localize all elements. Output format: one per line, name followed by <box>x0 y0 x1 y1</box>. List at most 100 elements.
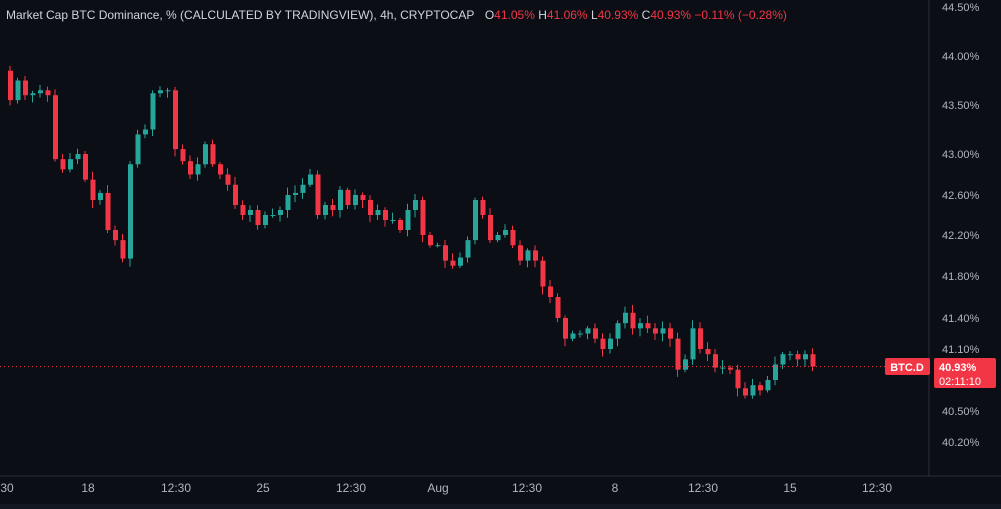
candle-body <box>263 215 268 225</box>
time-axis-label: 15 <box>783 481 797 495</box>
time-axis-label: 12:30 <box>862 481 892 495</box>
price-axis-label: 43.00% <box>942 149 980 161</box>
candle-body <box>90 179 96 200</box>
candle-body <box>525 250 531 261</box>
candle-body <box>743 388 748 396</box>
candle-body <box>683 359 688 370</box>
price-axis-label: 40.20% <box>942 437 980 449</box>
candle-body <box>570 333 576 339</box>
candle-body <box>713 354 718 368</box>
candle-body <box>480 200 486 215</box>
price-axis-label: 44.00% <box>942 51 980 63</box>
legend-open-label: O <box>484 8 495 22</box>
candle-body <box>578 333 583 335</box>
candle-body <box>495 235 501 241</box>
candle-body <box>345 189 351 205</box>
price-axis[interactable]: 44.50% 44.00% 43.50% 43.00% 42.60% 42.20% 41.8… <box>942 2 980 449</box>
candle-body <box>405 210 411 230</box>
candle-body <box>458 257 463 266</box>
price-tag-countdown: 02:11:10 <box>939 376 981 388</box>
price-tag-value: 40.93% <box>939 362 977 374</box>
candles <box>8 65 816 399</box>
candle-body <box>773 364 778 380</box>
time-axis-label: 12:30 <box>336 481 366 495</box>
candle-body <box>210 144 216 165</box>
candle-body <box>765 380 771 391</box>
candle-body <box>390 220 396 221</box>
price-axis-label: 41.10% <box>942 344 980 356</box>
candle-body <box>68 159 73 170</box>
time-axis-label: 12:30 <box>512 481 542 495</box>
price-axis-label: 44.50% <box>942 2 980 14</box>
candle-body <box>278 210 283 215</box>
candle-body <box>548 286 553 297</box>
candle-body <box>563 318 568 339</box>
legend-open-value: 41.05% <box>494 8 535 22</box>
candle-body <box>623 312 628 324</box>
candle-body <box>450 260 456 266</box>
candle-body <box>608 338 613 349</box>
candle-body <box>150 93 156 130</box>
candle-body <box>668 328 673 339</box>
candle-body <box>75 154 81 160</box>
candle-body <box>240 205 246 215</box>
candle-body <box>293 192 298 195</box>
candle-body <box>638 323 643 329</box>
candle-body <box>488 215 493 241</box>
time-axis-label: 25 <box>256 481 270 495</box>
candle-body <box>173 90 178 150</box>
candle-body <box>135 134 141 165</box>
candle-body <box>360 195 366 200</box>
candle-body <box>780 354 786 365</box>
time-axis-label: 30 <box>0 481 14 495</box>
candle-body <box>188 161 193 175</box>
candle-body <box>465 240 471 258</box>
candle-body <box>375 210 381 215</box>
price-axis-label: 41.80% <box>942 271 980 283</box>
candle-body <box>128 164 133 259</box>
candle-body <box>803 354 808 360</box>
price-axis-label: 42.20% <box>942 230 980 242</box>
candle-body <box>285 195 291 210</box>
price-axis-label: 43.50% <box>942 100 980 112</box>
candle-body <box>83 154 88 180</box>
candle-body <box>368 200 373 215</box>
candle-body <box>555 297 561 318</box>
candle-body <box>143 129 148 135</box>
candle-body <box>795 354 801 360</box>
candle-body <box>225 174 231 185</box>
candle-body <box>15 80 21 101</box>
candle-body <box>300 184 306 193</box>
candle-body <box>233 184 238 205</box>
candle-body <box>705 349 711 355</box>
candle-body <box>120 240 126 259</box>
candle-body <box>660 328 666 334</box>
candle-body <box>330 205 336 210</box>
candle-body <box>308 174 313 185</box>
candle-body <box>585 328 591 334</box>
candle-body <box>113 230 118 241</box>
candle-body <box>503 230 508 235</box>
candle-body <box>98 192 103 200</box>
candle-body <box>180 149 186 162</box>
legend-title: Market Cap BTC Dominance, % (CALCULATED … <box>6 8 475 22</box>
price-axis-label: 41.40% <box>942 313 980 325</box>
candle-body <box>165 90 171 92</box>
chart-legend[interactable]: Market Cap BTC Dominance, % (CALCULATED … <box>6 8 787 22</box>
time-axis[interactable]: 30 18 12:30 25 12:30 Aug 12:30 8 12:30 15 12:30 <box>0 481 892 495</box>
candle-body <box>720 367 726 369</box>
candle-body <box>270 215 276 216</box>
candle-body <box>443 245 448 261</box>
symbol-tag-text: BTC.D <box>890 362 924 374</box>
time-axis-label: 8 <box>612 481 619 495</box>
candle-body <box>338 189 343 210</box>
candle-body <box>60 159 66 170</box>
price-axis-label: 42.60% <box>942 190 980 202</box>
candle-body <box>195 164 201 175</box>
price-tag: 40.93% 02:11:10 <box>934 358 996 388</box>
candle-body <box>473 200 478 241</box>
symbol-tag: BTC.D <box>885 358 930 375</box>
legend-close-value: 40.93% <box>650 8 692 22</box>
